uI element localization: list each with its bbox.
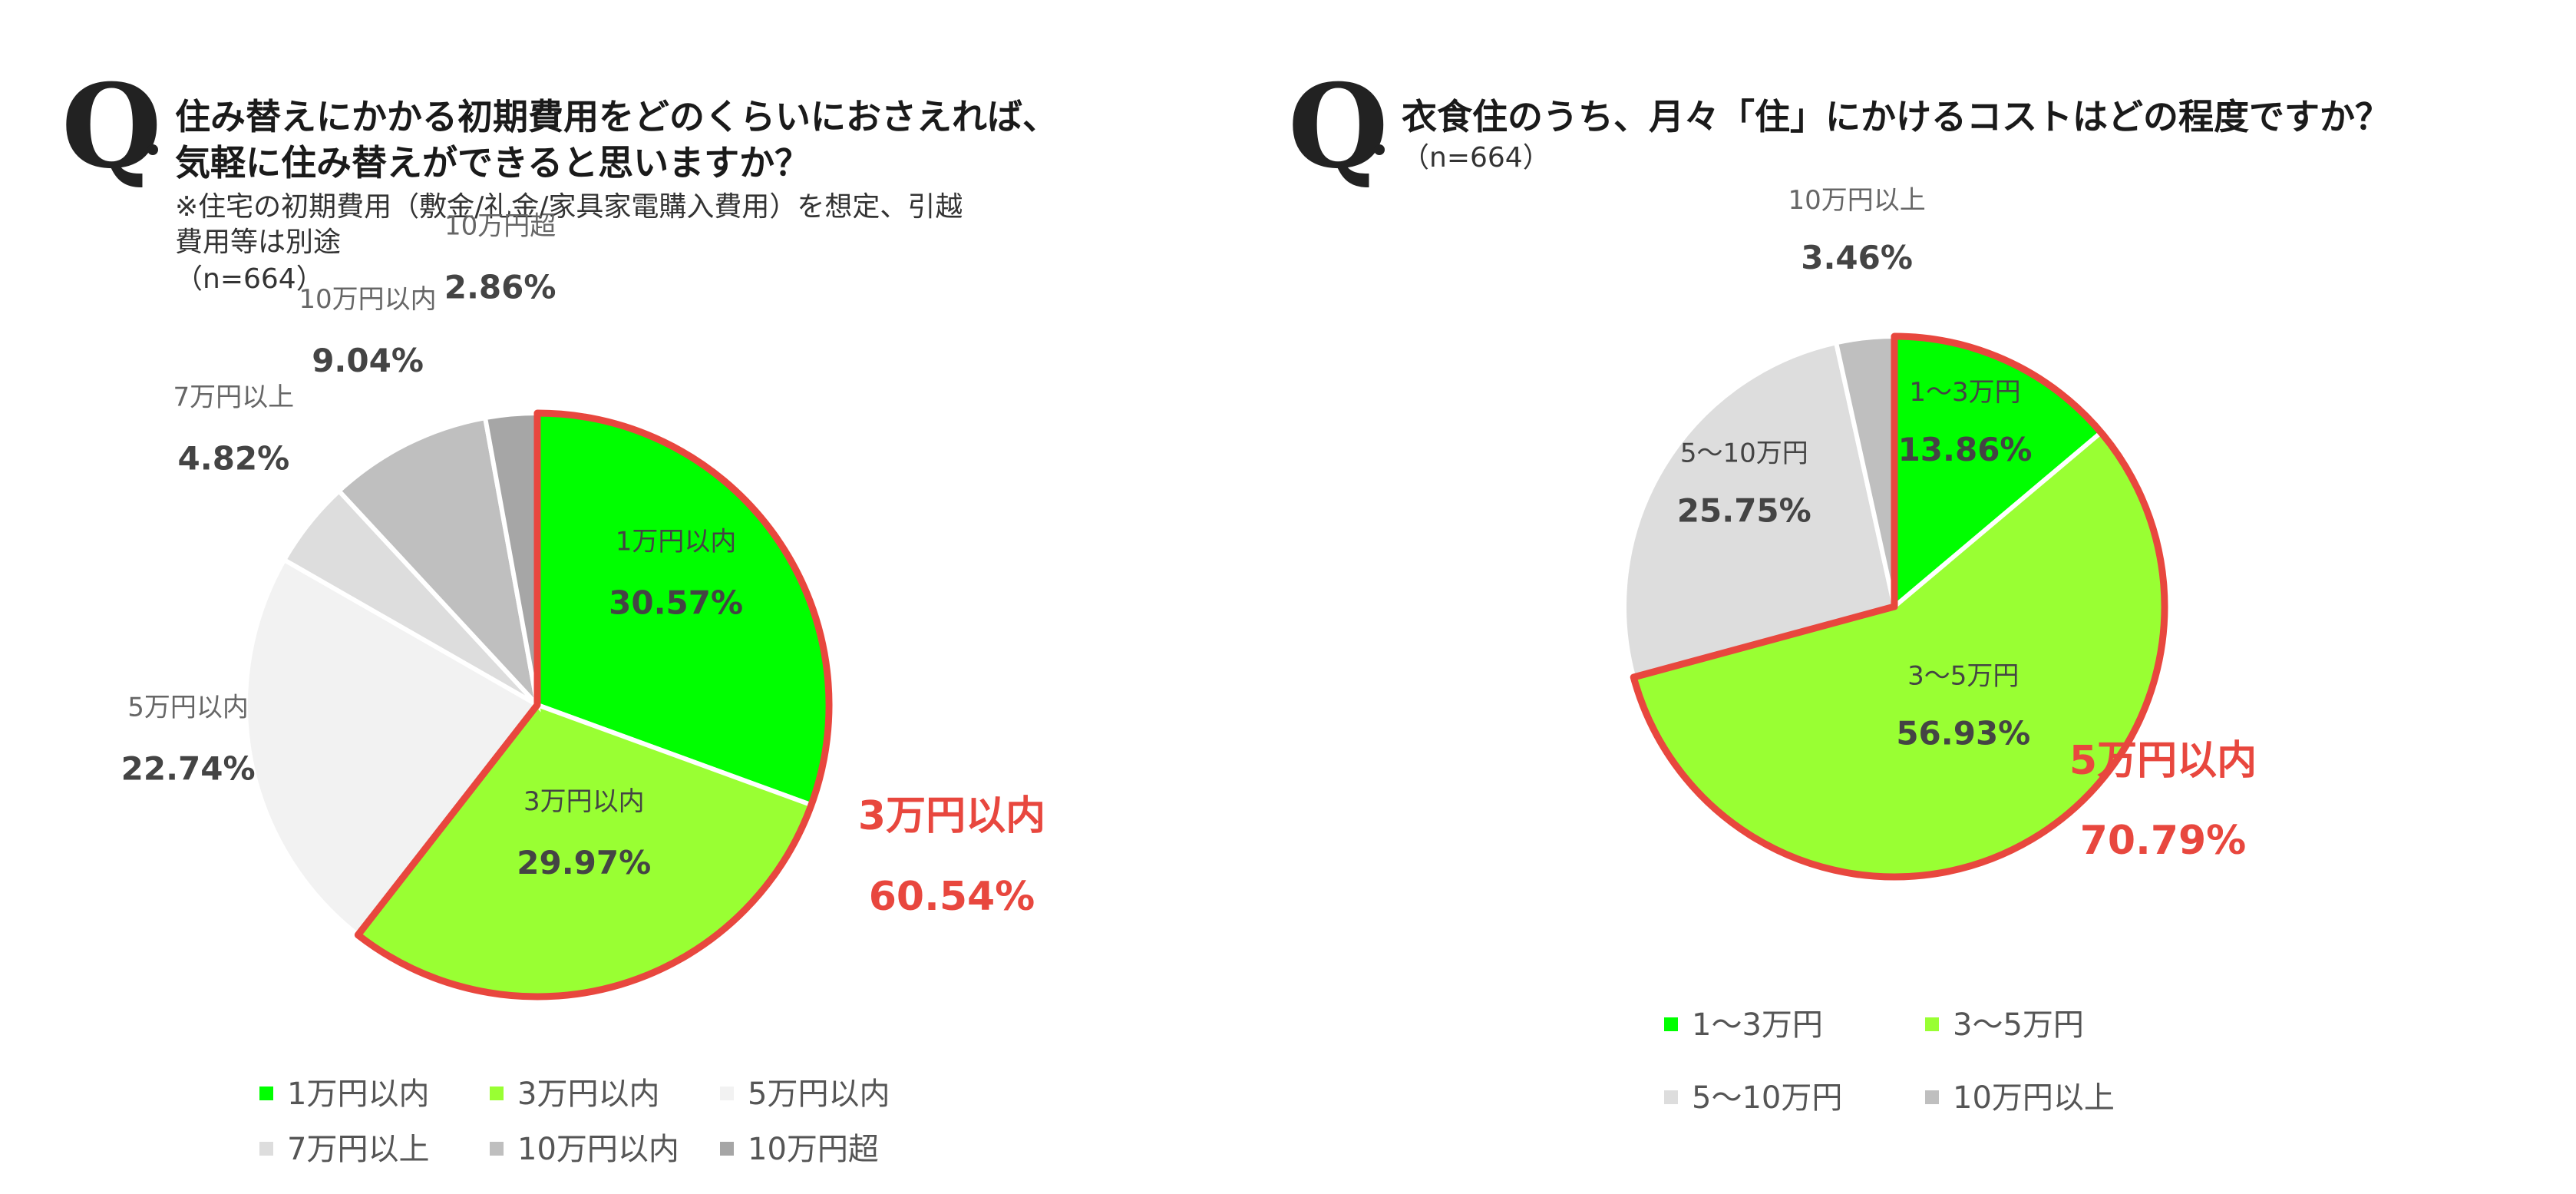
legend-swatch — [490, 1142, 504, 1156]
legend-item: 1万円以内 — [259, 1075, 429, 1113]
highlight-callout-label: 5万円以内 — [2069, 738, 2257, 784]
legend-swatch — [720, 1142, 734, 1156]
legend-item: 10万円以内 — [490, 1130, 679, 1169]
legend-swatch — [259, 1142, 273, 1156]
legend-swatch — [1664, 1017, 1678, 1031]
legend-swatch — [1925, 1017, 1939, 1031]
legend-label: 3万円以内 — [517, 1077, 660, 1112]
slice-value-label: 22.74% — [121, 749, 256, 787]
slice-name-label: 3～5万円 — [1907, 661, 2019, 692]
slice-value-label: 4.82% — [178, 439, 290, 477]
legend-item: 7万円以上 — [259, 1130, 429, 1169]
slice-value-label: 25.75% — [1677, 491, 1811, 529]
chart-panel-initial-cost: Q 住み替えにかかる初期費用をどのくらいにおさえれば、 気軽に住み替えができると… — [61, 59, 1058, 1169]
slice-name-label: 10万円以上 — [1788, 185, 1925, 216]
highlight-callout-value: 70.79% — [2080, 818, 2247, 864]
q-mark: Q — [1288, 59, 1389, 194]
legend-item: 5万円以内 — [720, 1075, 890, 1113]
legend-item: 10万円以上 — [1925, 1079, 2115, 1117]
slice-name-label: 10万円以内 — [299, 284, 436, 315]
legend-label: 3～5万円 — [1953, 1007, 2084, 1043]
legend-swatch — [259, 1087, 273, 1100]
legend-label: 7万円以上 — [287, 1132, 430, 1167]
legend-label: 10万円以内 — [517, 1132, 679, 1167]
highlight-outline — [1630, 332, 2168, 881]
sample-size-label: （n=664） — [175, 263, 324, 295]
slice-name-label: 5万円以内 — [127, 692, 249, 723]
sample-size-label: （n=664） — [1402, 142, 1551, 174]
pie-chart-initial-cost: 1万円以内 30.57% 3万円以内 29.97% 5万円以内 22.74% 7万円以上 4.… — [121, 211, 1045, 1001]
legend-label: 10万円超 — [748, 1132, 879, 1167]
chart-panel-monthly-cost: Q 衣食住のうち、月々「住」にかけるコストはどの程度ですか？ （n=664） 1… — [1288, 0, 2576, 1194]
slice-value-label: 13.86% — [1898, 431, 2033, 468]
highlight-callout-value: 60.54% — [869, 874, 1035, 920]
legend-label: 5～10万円 — [1692, 1080, 1843, 1116]
slice-name-label: 1～3万円 — [1909, 377, 2020, 408]
slice-value-label: 56.93% — [1896, 715, 2030, 752]
legend-label: 5万円以内 — [748, 1077, 890, 1112]
slice-name-label: 5～10万円 — [1680, 438, 1808, 468]
pie-chart-monthly-cost: 1～3万円 13.86% 3～5万円 56.93% 5～10万円 25.75% 10万円以上… — [1622, 185, 2257, 881]
slice-value-label: 9.04% — [312, 342, 424, 379]
slice-value-label: 3.46% — [1801, 239, 1913, 276]
pie-slice-3 — [1622, 339, 1897, 680]
highlight-outline — [354, 409, 833, 1001]
legend-item: 3万円以内 — [490, 1075, 659, 1113]
legend-item: 3～5万円 — [1925, 1006, 2084, 1044]
highlight-callout-label: 3万円以内 — [858, 793, 1045, 839]
chart-note-line-1: ※住宅の初期費用（敷金/礼金/家具家電購入費用）を想定、引越 — [175, 191, 963, 223]
q-mark-dot — [1374, 144, 1385, 155]
legend-swatch — [720, 1087, 734, 1100]
slice-name-label: 7万円以上 — [173, 382, 295, 412]
q-mark-dot — [147, 144, 158, 155]
legend-swatch — [490, 1087, 504, 1100]
slice-value-label: 2.86% — [444, 269, 556, 306]
pie-slice-3 — [243, 557, 541, 938]
pie-slice-5 — [335, 415, 541, 713]
chart-title-line-1: 衣食住のうち、月々「住」にかけるコストはどの程度ですか？ — [1402, 96, 2390, 137]
legend-swatch — [1925, 1090, 1939, 1104]
slice-name-label: 1万円以内 — [616, 527, 737, 557]
legend-item: 10万円超 — [720, 1130, 879, 1169]
legend-item: 5～10万円 — [1664, 1079, 1842, 1117]
q-mark: Q — [61, 59, 162, 194]
legend-label: 1万円以内 — [287, 1077, 430, 1112]
chart-title-line-2: 気軽に住み替えができると思いますか？ — [175, 142, 811, 184]
legend-label: 10万円以上 — [1953, 1080, 2115, 1116]
legend-item: 1～3万円 — [1664, 1006, 1823, 1044]
slice-value-label: 30.57% — [609, 584, 743, 622]
slice-value-label: 29.97% — [517, 844, 651, 881]
chart-note-line-2: 費用等は別途 — [175, 227, 342, 258]
slice-name-label: 3万円以内 — [523, 786, 645, 817]
legend-label: 1～3万円 — [1692, 1007, 1823, 1043]
legend-swatch — [1664, 1090, 1678, 1104]
chart-title-line-1: 住み替えにかかる初期費用をどのくらいにおさえれば、 — [175, 96, 1058, 137]
slice-name-label: 10万円超 — [444, 211, 556, 242]
